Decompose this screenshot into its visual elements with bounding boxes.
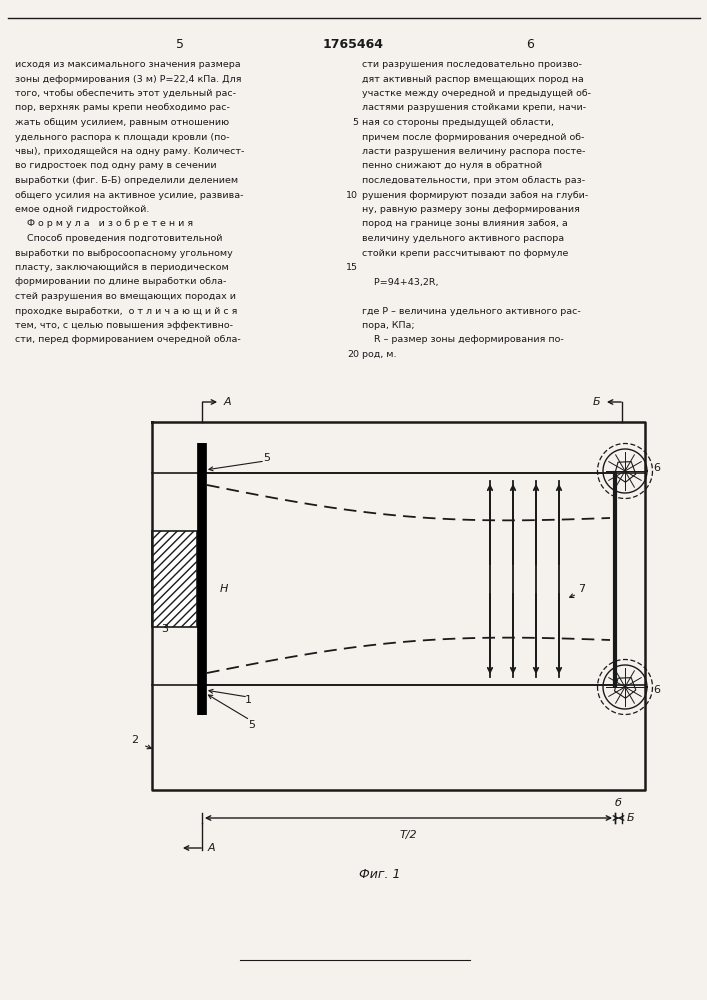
Text: дят активный распор вмещающих пород на: дят активный распор вмещающих пород на: [362, 75, 584, 84]
Text: 3: 3: [161, 624, 168, 634]
Bar: [152, 531, 197, 627]
Text: Способ проведения подготовительной: Способ проведения подготовительной: [15, 234, 223, 243]
Text: Ф о р м у л а   и з о б р е т е н и я: Ф о р м у л а и з о б р е т е н и я: [15, 220, 193, 229]
Text: сти, перед формированием очередной обла-: сти, перед формированием очередной обла-: [15, 336, 241, 344]
Text: 1: 1: [245, 695, 252, 705]
Text: 7: 7: [578, 584, 585, 594]
Text: Б: Б: [627, 813, 635, 823]
Text: проходке выработки,  о т л и ч а ю щ и й с я: проходке выработки, о т л и ч а ю щ и й …: [15, 306, 238, 316]
Text: 10: 10: [346, 190, 358, 200]
Text: стей разрушения во вмещающих породах и: стей разрушения во вмещающих породах и: [15, 292, 236, 301]
Text: ластями разрушения стойками крепи, начи-: ластями разрушения стойками крепи, начи-: [362, 104, 586, 112]
Text: б: б: [615, 798, 622, 808]
Text: зоны деформирования (3 м) Р=22,4 кПа. Для: зоны деформирования (3 м) Р=22,4 кПа. Дл…: [15, 75, 242, 84]
Text: R – размер зоны деформирования по-: R – размер зоны деформирования по-: [362, 336, 563, 344]
Text: 6: 6: [526, 38, 534, 51]
Text: тем, что, с целью повышения эффективно-: тем, что, с целью повышения эффективно-: [15, 321, 233, 330]
Text: Р=94+43,2R,: Р=94+43,2R,: [362, 277, 438, 286]
Text: 5: 5: [176, 38, 184, 51]
Text: Т/2: Т/2: [399, 830, 417, 840]
Text: выработки по выбросоопасному угольному: выработки по выбросоопасному угольному: [15, 248, 233, 257]
Text: удельного распора к площади кровли (по-: удельного распора к площади кровли (по-: [15, 132, 230, 141]
Text: общего усилия на активное усилие, развива-: общего усилия на активное усилие, развив…: [15, 190, 243, 200]
Text: 2: 2: [132, 735, 139, 745]
Text: причем после формирования очередной об-: причем после формирования очередной об-: [362, 132, 585, 141]
Text: исходя из максимального значения размера: исходя из максимального значения размера: [15, 60, 240, 69]
Text: род, м.: род, м.: [362, 350, 397, 359]
Text: рушения формируют позади забоя на глуби-: рушения формируют позади забоя на глуби-: [362, 190, 588, 200]
Text: Н: Н: [220, 584, 228, 594]
Text: пора, КПа;: пора, КПа;: [362, 321, 414, 330]
Text: пород на границе зоны влияния забоя, а: пород на границе зоны влияния забоя, а: [362, 220, 568, 229]
Text: величину удельного активного распора: величину удельного активного распора: [362, 234, 564, 243]
Text: А: А: [208, 843, 216, 853]
Text: стойки крепи рассчитывают по формуле: стойки крепи рассчитывают по формуле: [362, 248, 568, 257]
Text: того, чтобы обеспечить этот удельный рас-: того, чтобы обеспечить этот удельный рас…: [15, 89, 236, 98]
Text: 20: 20: [347, 350, 359, 359]
Text: 5: 5: [248, 720, 255, 730]
Text: ная со стороны предыдущей области,: ная со стороны предыдущей области,: [362, 118, 554, 127]
Text: 5: 5: [263, 453, 270, 463]
Text: Б: Б: [592, 397, 600, 407]
Text: формировании по длине выработки обла-: формировании по длине выработки обла-: [15, 277, 226, 286]
Text: А: А: [224, 397, 232, 407]
Text: 5: 5: [352, 118, 358, 127]
Text: пор, верхняк рамы крепи необходимо рас-: пор, верхняк рамы крепи необходимо рас-: [15, 104, 230, 112]
Text: 6: 6: [653, 685, 660, 695]
Text: пласту, заключающийся в периодическом: пласту, заключающийся в периодическом: [15, 263, 229, 272]
Text: пенно снижают до нуля в обратной: пенно снижают до нуля в обратной: [362, 161, 542, 170]
Text: 1765464: 1765464: [322, 38, 383, 51]
Text: сти разрушения последовательно произво-: сти разрушения последовательно произво-: [362, 60, 582, 69]
Text: чвы), приходящейся на одну раму. Количест-: чвы), приходящейся на одну раму. Количес…: [15, 147, 245, 156]
Text: Фиг. 1: Фиг. 1: [359, 868, 401, 881]
Text: емое одной гидростойкой.: емое одной гидростойкой.: [15, 205, 149, 214]
Text: 6: 6: [653, 463, 660, 473]
Text: ну, равную размеру зоны деформирования: ну, равную размеру зоны деформирования: [362, 205, 580, 214]
Text: последовательности, при этом область раз-: последовательности, при этом область раз…: [362, 176, 585, 185]
Text: выработки (фиг. Б-Б) определили делением: выработки (фиг. Б-Б) определили делением: [15, 176, 238, 185]
Text: жать общим усилием, равным отношению: жать общим усилием, равным отношению: [15, 118, 229, 127]
Text: 15: 15: [346, 263, 358, 272]
Text: где Р – величина удельного активного рас-: где Р – величина удельного активного рас…: [362, 306, 580, 316]
Text: участке между очередной и предыдущей об-: участке между очередной и предыдущей об-: [362, 89, 591, 98]
Text: во гидростоек под одну раму в сечении: во гидростоек под одну раму в сечении: [15, 161, 216, 170]
Text: ласти разрушения величину распора посте-: ласти разрушения величину распора посте-: [362, 147, 585, 156]
